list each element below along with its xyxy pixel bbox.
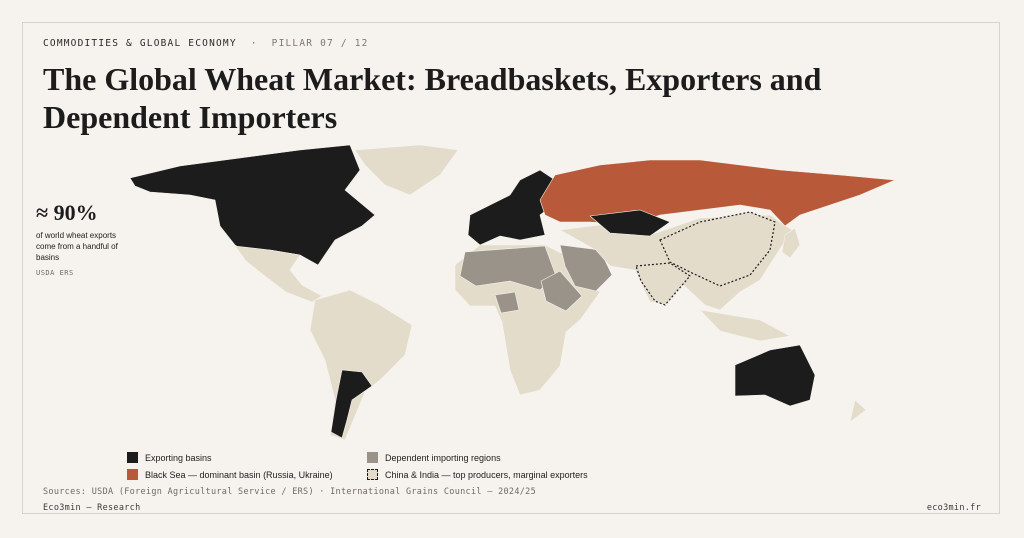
kazakhstan (589, 209, 671, 237)
kicker-topic: COMMODITIES & GLOBAL ECONOMY (43, 38, 237, 49)
new-zealand (849, 399, 867, 423)
title: The Global Wheat Market: Breadbaskets, E… (43, 61, 822, 135)
legend-label: China & India — top producers, marginal … (385, 469, 588, 480)
legend-item: Dependent importing regions (367, 452, 501, 463)
legend-item: China & India — top producers, marginal … (367, 469, 588, 480)
legend-swatch (367, 469, 378, 480)
stat-callout: ≈ 90% of world wheat exports come from a… (36, 200, 126, 277)
argentina (330, 369, 373, 439)
site-url: eco3min.fr (926, 503, 981, 513)
legend-swatch (367, 452, 378, 463)
legend-label: Exporting basins (145, 452, 212, 463)
legend-item: Exporting basins (127, 452, 212, 463)
stat-value: ≈ 90% (36, 200, 98, 225)
pillar: PILLAR 07 / 12 (271, 38, 369, 49)
legend-label: Black Sea — dominant basin (Russia, Ukra… (145, 469, 333, 480)
stat-text: of world wheat exports come from a handf… (36, 231, 118, 262)
australia (734, 344, 816, 407)
brand: Eco3min — Research (43, 503, 141, 513)
frame (22, 22, 1000, 514)
legend-label: Dependent importing regions (385, 452, 501, 463)
stat-source: USDA ERS (36, 269, 74, 277)
japan (781, 227, 801, 259)
central-america (234, 245, 323, 303)
legend-item: Black Sea — dominant basin (Russia, Ukra… (127, 469, 333, 480)
india (635, 262, 691, 306)
southeast-asia (699, 309, 791, 342)
legend-swatch (127, 469, 138, 480)
north-america (129, 144, 376, 266)
kicker: COMMODITIES & GLOBAL ECONOMY · PILLAR 07 /… (43, 38, 383, 49)
separator: · (250, 38, 258, 49)
north-africa (459, 245, 557, 291)
east-africa (540, 270, 583, 312)
south-america (309, 289, 413, 441)
legend-swatch (127, 452, 138, 463)
sources: Sources: USDA (Foreign Agricultural Serv… (43, 487, 536, 497)
greenland (354, 144, 459, 196)
nigeria (494, 291, 520, 314)
china (659, 211, 776, 287)
